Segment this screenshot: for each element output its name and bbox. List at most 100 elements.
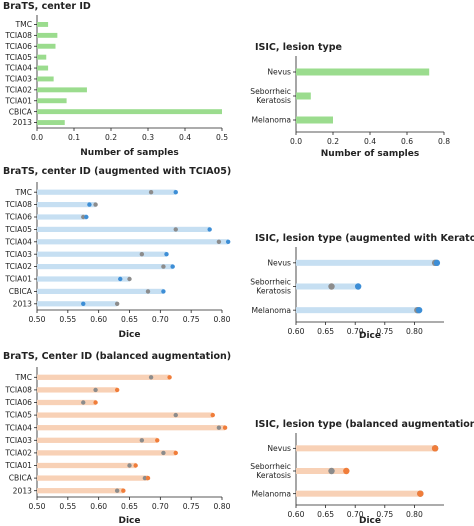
- category-label: Seborrheic Keratosis: [250, 87, 291, 105]
- x-tick-label: 0.4: [179, 133, 191, 142]
- category-label: Seborrheic Keratosis: [250, 462, 291, 480]
- x-tick-label: 0.65: [317, 327, 334, 336]
- baseline-point: [328, 283, 335, 290]
- range-bar: [37, 488, 124, 494]
- baseline-point: [127, 276, 132, 282]
- augmented-point: [210, 412, 215, 418]
- bar: [37, 54, 47, 60]
- range-bar: [37, 475, 148, 481]
- x-tick-label: 0.70: [152, 502, 169, 511]
- category-label: TCIA02: [4, 85, 32, 94]
- bar: [37, 109, 222, 115]
- category-label: TMC: [15, 373, 33, 382]
- x-tick-label: 0.80: [214, 502, 231, 511]
- baseline-point: [216, 425, 222, 430]
- baseline-point: [127, 463, 132, 468]
- augmented-point: [415, 306, 423, 314]
- baseline-point: [114, 301, 120, 306]
- augmented-point: [173, 450, 178, 456]
- category-label: TMC: [15, 188, 33, 197]
- chart-title: BraTS, center ID: [3, 1, 91, 12]
- category-label: TCIA04: [4, 64, 32, 73]
- baseline-point: [328, 467, 335, 475]
- augmented-point: [225, 239, 231, 244]
- bar: [37, 98, 67, 104]
- bar: [37, 43, 56, 49]
- range-bar: [37, 425, 226, 431]
- x-tick-label: 0.6: [401, 137, 413, 146]
- x-tick-label: 0.60: [90, 502, 107, 511]
- category-label: TCIA01: [4, 96, 32, 105]
- x-tick-label: 0.0: [290, 137, 302, 146]
- bar: [37, 120, 65, 126]
- x-tick-label: 0.75: [183, 315, 200, 324]
- augmented-point: [114, 387, 120, 393]
- bar: [296, 68, 430, 76]
- augmented-point: [161, 289, 166, 294]
- x-tick-label: 0.2: [105, 133, 117, 142]
- x-tick-label: 0.2: [327, 137, 339, 146]
- baseline-point: [145, 289, 151, 294]
- x-axis-label: Dice: [359, 516, 381, 526]
- range-bar: [37, 214, 87, 220]
- x-tick-label: 0.8: [438, 137, 450, 146]
- x-axis-label: Dice: [359, 331, 381, 341]
- bar: [37, 32, 58, 38]
- range-bar: [296, 445, 436, 452]
- x-tick-label: 0.80: [214, 315, 231, 324]
- category-label: TCIA08: [4, 386, 32, 395]
- category-label: TCIA03: [4, 250, 32, 259]
- chart-title: BraTS, center ID (augmented with TCIA05): [3, 166, 231, 177]
- x-tick-label: 0.1: [68, 133, 80, 142]
- category-label: TCIA05: [4, 411, 32, 420]
- baseline-point: [173, 412, 178, 418]
- range-bar: [37, 412, 213, 418]
- x-axis-label: Number of samples: [321, 149, 419, 159]
- x-tick-label: 0.60: [90, 315, 107, 324]
- bar: [296, 92, 311, 100]
- category-label: Seborrheic Keratosis: [250, 278, 291, 296]
- range-bar: [37, 263, 173, 270]
- x-tick-label: 0.5: [216, 133, 228, 142]
- x-tick-label: 0.70: [347, 510, 364, 519]
- x-axis-label: Number of samples: [80, 148, 178, 158]
- range-bar: [296, 490, 421, 497]
- x-tick-label: 0.65: [121, 315, 138, 324]
- category-label: TCIA08: [4, 31, 32, 40]
- x-tick-label: 0.80: [406, 327, 423, 336]
- range-bar: [37, 437, 158, 443]
- x-tick-label: 0.70: [347, 327, 364, 336]
- baseline-point: [216, 239, 222, 244]
- chart-brats_balanced: BraTS, Center ID (balanced augmentation)…: [3, 351, 231, 526]
- x-axis-label: Dice: [119, 330, 141, 340]
- x-tick-label: 0.60: [288, 510, 305, 519]
- augmented-point: [207, 227, 212, 232]
- augmented-point: [167, 375, 172, 380]
- x-tick-label: 0.60: [288, 327, 305, 336]
- range-bar: [37, 189, 176, 195]
- augmented-point: [155, 438, 160, 443]
- bar: [37, 65, 49, 71]
- category-label: TCIA06: [4, 42, 32, 51]
- augmented-point: [173, 190, 178, 195]
- chart-title: BraTS, Center ID (balanced augmentation): [3, 351, 231, 362]
- x-axis-label: Dice: [119, 516, 141, 526]
- baseline-point: [139, 438, 145, 443]
- x-tick-label: 0.55: [59, 502, 76, 511]
- category-label: Melanoma: [252, 116, 292, 125]
- category-label: TCIA03: [4, 75, 32, 84]
- range-bar: [37, 226, 210, 233]
- category-label: 2013: [13, 299, 32, 308]
- chart-title: ISIC, lesion type: [255, 42, 342, 53]
- x-tick-label: 0.0: [31, 133, 43, 142]
- category-label: TCIA06: [4, 398, 32, 407]
- baseline-point: [148, 375, 154, 380]
- bar: [296, 116, 333, 124]
- baseline-point: [81, 400, 86, 405]
- range-bar: [37, 387, 118, 393]
- range-bar: [37, 462, 136, 469]
- category-label: TCIA06: [4, 213, 32, 222]
- category-label: TCIA01: [4, 275, 32, 284]
- category-label: CBICA: [9, 107, 33, 116]
- x-tick-label: 0.75: [376, 327, 393, 336]
